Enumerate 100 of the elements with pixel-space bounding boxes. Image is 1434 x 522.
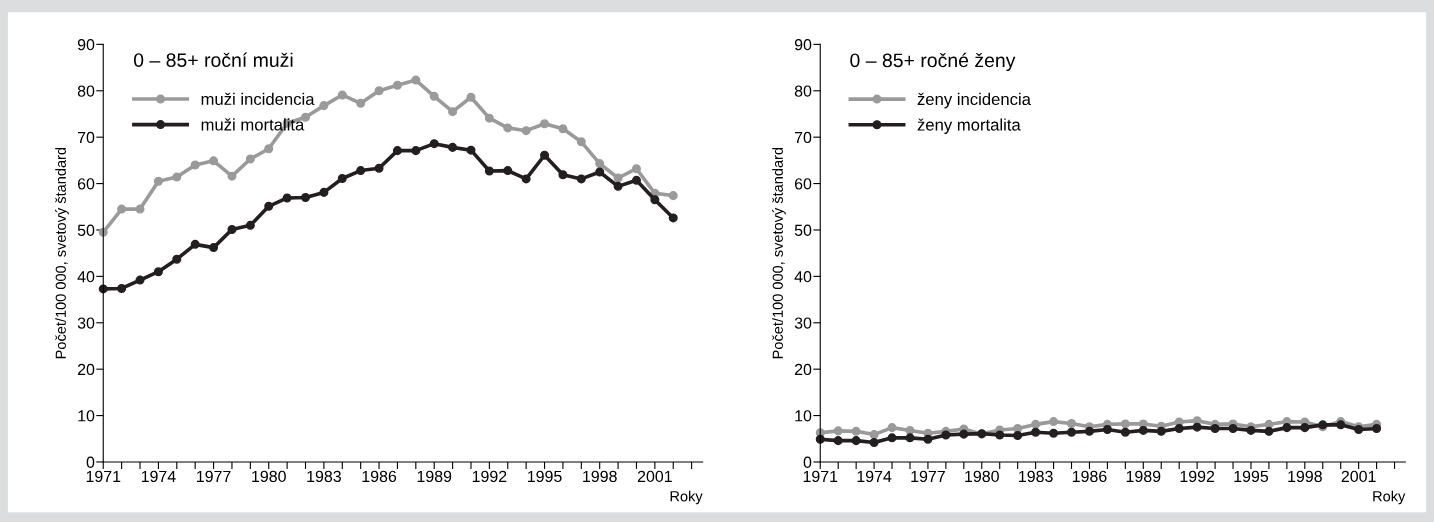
x-tick-label: 1989 <box>1126 470 1161 483</box>
point <box>869 437 879 447</box>
x-tick-label: 1986 <box>1072 470 1107 483</box>
point <box>117 204 127 214</box>
x-tick-label: 1989 <box>417 470 452 483</box>
point <box>374 86 384 96</box>
point <box>319 101 329 111</box>
point <box>172 172 182 182</box>
point <box>1066 427 1077 437</box>
y-tick-label: 40 <box>77 271 95 283</box>
point <box>411 75 421 85</box>
legend-label: ženy incidencia <box>917 92 1031 109</box>
point <box>540 150 550 160</box>
y-tick-label: 10 <box>795 410 812 422</box>
point <box>300 192 311 203</box>
point <box>923 434 933 444</box>
point <box>1120 427 1130 437</box>
point <box>1300 423 1310 433</box>
point <box>1174 424 1184 434</box>
point <box>135 204 145 214</box>
y-tick-label: 30 <box>77 317 95 329</box>
x-tick-label: 1995 <box>527 470 562 483</box>
point <box>172 254 182 264</box>
point <box>1192 422 1202 432</box>
point <box>227 224 237 235</box>
x-tick-label: 1992 <box>472 470 507 483</box>
point <box>851 426 861 436</box>
y-tick-label: 0 <box>803 456 812 468</box>
point <box>1210 424 1220 434</box>
point <box>887 433 897 443</box>
point <box>1138 425 1148 435</box>
point <box>429 139 439 149</box>
point <box>484 113 494 123</box>
point <box>245 220 255 230</box>
point <box>576 137 586 147</box>
point <box>429 91 439 101</box>
y-tick-label: 10 <box>78 410 95 422</box>
point <box>558 124 568 134</box>
point <box>595 159 605 169</box>
x-tick-label: 1992 <box>1180 470 1215 483</box>
point <box>1102 424 1112 435</box>
point <box>959 429 969 439</box>
point <box>448 142 458 152</box>
x-tick-label: 1986 <box>362 470 397 483</box>
point <box>337 173 347 183</box>
point <box>851 436 861 446</box>
point <box>356 166 366 176</box>
point <box>411 146 421 156</box>
y-tick-label: 20 <box>77 363 95 376</box>
y-tick-label: 80 <box>77 85 95 97</box>
x-tick-label: 1974 <box>141 470 176 483</box>
x-tick-label: 1980 <box>252 470 286 483</box>
point <box>540 119 550 129</box>
point <box>190 160 200 170</box>
y-tick-label: 60 <box>794 178 812 190</box>
point <box>135 275 145 285</box>
x-tick-label: 2001 <box>1341 470 1376 483</box>
point <box>650 195 660 205</box>
point <box>374 163 384 173</box>
point <box>1013 431 1023 441</box>
point <box>319 187 329 197</box>
point <box>631 175 641 185</box>
point <box>503 166 513 176</box>
x-tick-label: 1995 <box>1234 470 1269 483</box>
chart-title: 0 – 85+ ročné ženy <box>850 52 1016 72</box>
point <box>1120 419 1130 429</box>
point <box>466 92 476 102</box>
chart-title: 0 – 85+ roční muži <box>133 52 293 67</box>
y-axis-title: Počet/100 000, svetový štandard <box>55 147 69 359</box>
x-tick-label: 1977 <box>911 470 945 483</box>
x-tick-label: 1977 <box>197 470 231 483</box>
point <box>576 174 586 184</box>
x-tick-label: 1998 <box>1288 470 1322 483</box>
x-tick-label: 2001 <box>637 470 672 483</box>
point <box>1372 424 1382 434</box>
y-tick-label: 20 <box>794 363 812 376</box>
legend-label: muži mortalita <box>201 118 305 131</box>
point <box>905 433 915 443</box>
point <box>282 193 292 203</box>
point <box>941 430 951 440</box>
x-axis-title: Roky <box>1373 490 1406 505</box>
point <box>264 201 274 211</box>
point <box>209 243 219 253</box>
x-tick-label: 1971 <box>803 470 838 483</box>
point <box>1084 426 1094 436</box>
point <box>833 426 843 436</box>
y-tick-label: 40 <box>794 271 812 283</box>
x-axis-title: Roky <box>670 490 703 505</box>
point <box>668 213 678 223</box>
point <box>227 171 237 181</box>
point <box>1228 424 1238 434</box>
y-tick-label: 80 <box>794 85 812 97</box>
y-tick-label: 50 <box>794 224 812 236</box>
point <box>869 430 879 440</box>
point <box>117 283 127 293</box>
point <box>1049 428 1059 438</box>
x-tick-label: 1974 <box>857 470 892 483</box>
point <box>1264 426 1274 436</box>
point <box>392 80 402 90</box>
point <box>1031 419 1041 429</box>
